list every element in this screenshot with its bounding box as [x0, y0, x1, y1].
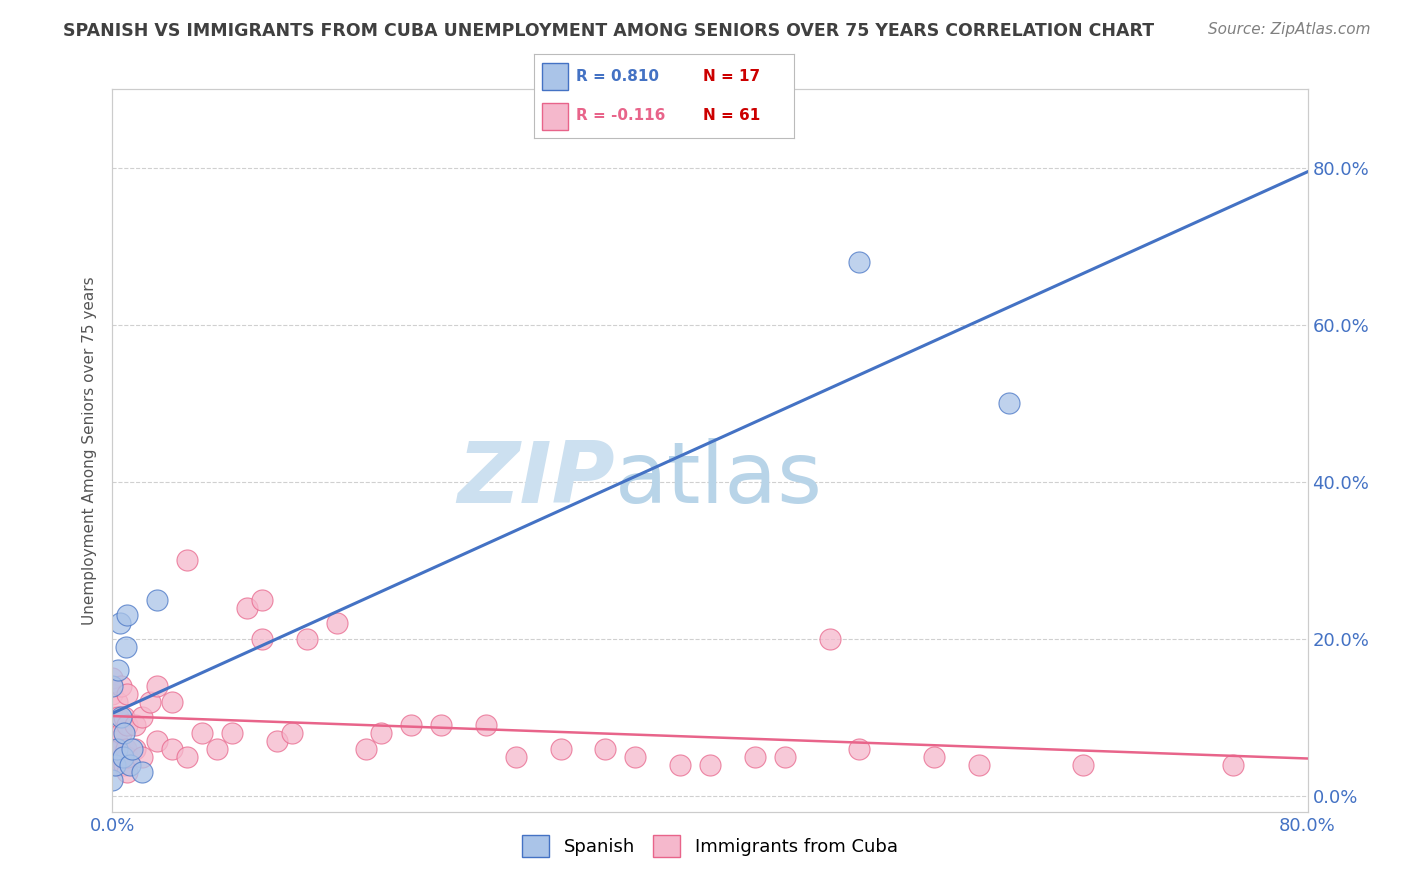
Point [266, 734, 288, 748]
Point [139, 695, 162, 709]
Point [250, 632, 273, 646]
Point [115, 640, 138, 654]
Point [117, 765, 139, 780]
Point [1073, 757, 1095, 772]
Point [117, 718, 139, 732]
Point [699, 757, 721, 772]
Point [250, 592, 273, 607]
Point [131, 710, 153, 724]
Point [111, 749, 134, 764]
Text: N = 61: N = 61 [703, 108, 761, 123]
Point [281, 726, 304, 740]
Point [131, 749, 153, 764]
Point [120, 757, 142, 772]
Point [117, 749, 139, 764]
Y-axis label: Unemployment Among Seniors over 75 years: Unemployment Among Seniors over 75 years [82, 277, 97, 624]
Point [110, 710, 132, 724]
Text: ZIP: ZIP [457, 438, 614, 521]
Point [176, 553, 198, 567]
Point [162, 742, 183, 756]
Point [325, 616, 347, 631]
Point [669, 757, 692, 772]
Point [108, 742, 131, 756]
Point [221, 726, 243, 740]
Legend: Spanish, Immigrants from Cuba: Spanish, Immigrants from Cuba [515, 828, 905, 864]
Point [475, 718, 498, 732]
Point [110, 726, 132, 740]
Point [176, 749, 198, 764]
Point [162, 695, 183, 709]
Point [236, 600, 259, 615]
Text: Source: ZipAtlas.com: Source: ZipAtlas.com [1208, 22, 1371, 37]
Point [110, 679, 132, 693]
Point [848, 742, 870, 756]
Point [107, 757, 129, 772]
Point [967, 757, 990, 772]
Point [107, 710, 129, 724]
Point [818, 632, 841, 646]
Point [505, 749, 527, 764]
Point [124, 742, 146, 756]
Point [105, 742, 128, 756]
Point [105, 695, 128, 709]
Point [848, 255, 870, 269]
Point [104, 757, 127, 772]
Bar [543, 62, 568, 90]
Point [101, 726, 124, 740]
Point [295, 632, 318, 646]
Point [998, 396, 1021, 410]
Point [101, 671, 124, 685]
Point [104, 749, 127, 764]
Point [107, 664, 129, 678]
Point [191, 726, 214, 740]
Text: atlas: atlas [614, 438, 823, 521]
Point [101, 710, 124, 724]
Point [370, 726, 392, 740]
Point [124, 718, 146, 732]
Point [101, 679, 124, 693]
Point [773, 749, 796, 764]
Point [115, 742, 138, 756]
Point [550, 742, 572, 756]
Point [146, 679, 169, 693]
Point [146, 592, 169, 607]
Point [114, 710, 135, 724]
Point [922, 749, 945, 764]
Point [1222, 757, 1244, 772]
Point [101, 773, 124, 788]
Point [101, 687, 124, 701]
Text: R = -0.116: R = -0.116 [576, 108, 665, 123]
Point [105, 734, 128, 748]
Point [430, 718, 453, 732]
Point [401, 718, 423, 732]
Point [111, 749, 134, 764]
Point [744, 749, 766, 764]
Bar [543, 103, 568, 130]
Point [114, 757, 135, 772]
Text: R = 0.810: R = 0.810 [576, 69, 659, 84]
Point [121, 742, 143, 756]
Point [131, 765, 153, 780]
Point [205, 742, 228, 756]
Point [146, 734, 169, 748]
Text: N = 17: N = 17 [703, 69, 761, 84]
Point [108, 616, 131, 631]
Text: SPANISH VS IMMIGRANTS FROM CUBA UNEMPLOYMENT AMONG SENIORS OVER 75 YEARS CORRELA: SPANISH VS IMMIGRANTS FROM CUBA UNEMPLOY… [63, 22, 1154, 40]
Point [114, 726, 135, 740]
Point [624, 749, 647, 764]
Point [595, 742, 617, 756]
Point [117, 608, 139, 623]
Point [117, 687, 139, 701]
Point [356, 742, 378, 756]
Point [101, 742, 124, 756]
